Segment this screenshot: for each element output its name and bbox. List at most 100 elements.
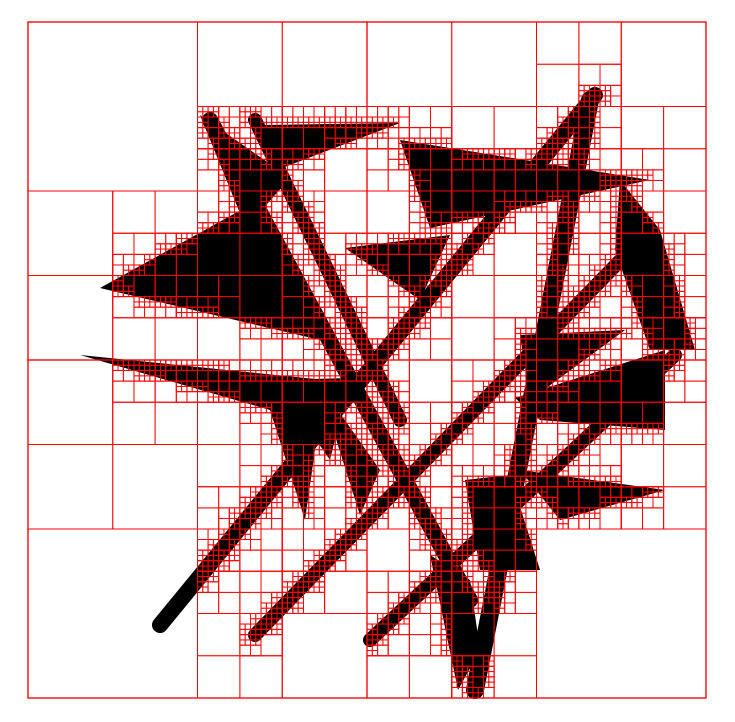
quadtree-cell <box>383 133 388 138</box>
quadtree-cell <box>600 233 611 244</box>
quadtree-cell <box>208 107 213 112</box>
quadtree-cell <box>574 228 579 233</box>
quadtree-cell <box>589 360 600 371</box>
quadtree-cell <box>589 513 594 518</box>
quadtree-cell <box>595 138 600 143</box>
quadtree-cell <box>595 122 600 127</box>
quadtree-cell <box>595 133 600 138</box>
quadtree-cell <box>134 254 145 265</box>
quadtree-cell <box>600 466 611 477</box>
quadtree-cell <box>420 487 425 492</box>
quadtree-cell <box>303 360 314 371</box>
quadtree-cell <box>224 360 229 365</box>
quadtree-cell <box>431 635 442 646</box>
quadtree-cell <box>261 339 282 360</box>
quadtree-cell <box>431 339 452 360</box>
quadtree-cell <box>685 349 696 360</box>
quadtree-cell <box>409 524 414 529</box>
quadtree-cell <box>399 117 410 128</box>
quadtree-cell <box>547 445 558 456</box>
quadtree-cell <box>250 360 261 371</box>
quadtree-cell <box>600 191 611 202</box>
quadtree-cell <box>542 207 547 212</box>
quadtree-cell <box>277 212 282 217</box>
quadtree-cell <box>515 571 536 592</box>
quadtree-cell <box>240 497 245 502</box>
quadtree-cell <box>393 503 398 508</box>
quadtree-cell <box>616 170 621 175</box>
quadtree-cell <box>669 376 674 381</box>
quadtree-cell <box>420 445 425 450</box>
quadtree-cell <box>621 291 626 296</box>
quadtree-cell <box>134 376 139 381</box>
quadtree-cell <box>319 233 324 238</box>
quadtree-cell <box>468 571 473 576</box>
quadtree-cell <box>203 360 208 365</box>
quadtree-cell <box>187 392 198 403</box>
quadtree-cell <box>351 117 356 122</box>
quadtree-cell <box>420 233 425 238</box>
quadtree-cell <box>446 249 451 254</box>
quadtree-cell <box>674 371 685 382</box>
quadtree-cell <box>282 614 367 699</box>
quadtree-cell <box>589 202 600 213</box>
quadtree-cell <box>393 381 398 386</box>
quadtree-cell <box>325 540 330 545</box>
quadtree-cell <box>330 254 335 259</box>
quadtree-cell <box>468 524 473 529</box>
quadtree-cell <box>240 138 245 143</box>
quadtree-cell <box>494 233 536 275</box>
quadtree-cell <box>277 503 282 508</box>
quadtree-cell <box>537 497 542 502</box>
quadtree-cell <box>605 360 610 365</box>
quadtree-cell <box>409 212 420 223</box>
quadtree-cell <box>367 270 372 275</box>
quadtree-cell <box>648 170 653 175</box>
quadtree-cell <box>176 312 181 317</box>
quadtree-cell <box>621 508 642 529</box>
quadtree-cell <box>335 254 346 265</box>
quadtree-cell <box>330 371 335 376</box>
quadtree-cell <box>282 497 293 508</box>
quadtree-cell <box>446 450 451 455</box>
quadtree-cell <box>531 534 536 539</box>
quadtree-cell <box>367 529 409 571</box>
quadtree-cell <box>611 191 616 196</box>
quadtree-cell <box>674 244 685 255</box>
quadtree-cell <box>272 466 277 471</box>
quadtree-cell <box>367 445 372 450</box>
quadtree-cell <box>303 265 314 276</box>
quadtree-cell <box>558 159 563 164</box>
quadtree-cell <box>235 555 240 560</box>
quadtree-cell <box>28 445 113 530</box>
quadtree-cell <box>224 117 229 122</box>
quadtree-cell <box>341 117 346 122</box>
quadtree-cell <box>261 445 282 466</box>
quadtree-cell <box>309 561 314 566</box>
quadtree-cell <box>409 529 420 540</box>
quadtree-cell <box>589 302 594 307</box>
quadtree-cell <box>388 128 399 139</box>
quadtree-cell <box>198 22 283 107</box>
quadtree-cell <box>298 117 303 122</box>
quadtree-cell <box>303 191 314 202</box>
quadtree-cell <box>632 186 637 191</box>
quadtree-cell <box>346 503 351 508</box>
quadtree-cell <box>446 138 451 143</box>
quadtree-cell <box>563 154 568 159</box>
quadtree-cell <box>28 191 113 276</box>
quadtree-cell <box>579 318 590 329</box>
quadtree-cell <box>680 276 685 281</box>
quadtree-cell <box>409 582 414 587</box>
quadtree-cell <box>685 276 706 297</box>
quadtree-cell <box>198 212 209 223</box>
quadtree-cell <box>303 260 308 265</box>
quadtree-cell <box>404 233 409 238</box>
quadtree-cell <box>261 328 272 339</box>
quadtree-cell <box>579 281 584 286</box>
quadtree-cell <box>563 518 568 523</box>
quadtree-cell <box>473 566 478 571</box>
quadtree-cell <box>388 429 393 434</box>
quadtree-cell <box>452 518 463 529</box>
quadtree-cell <box>351 143 356 148</box>
